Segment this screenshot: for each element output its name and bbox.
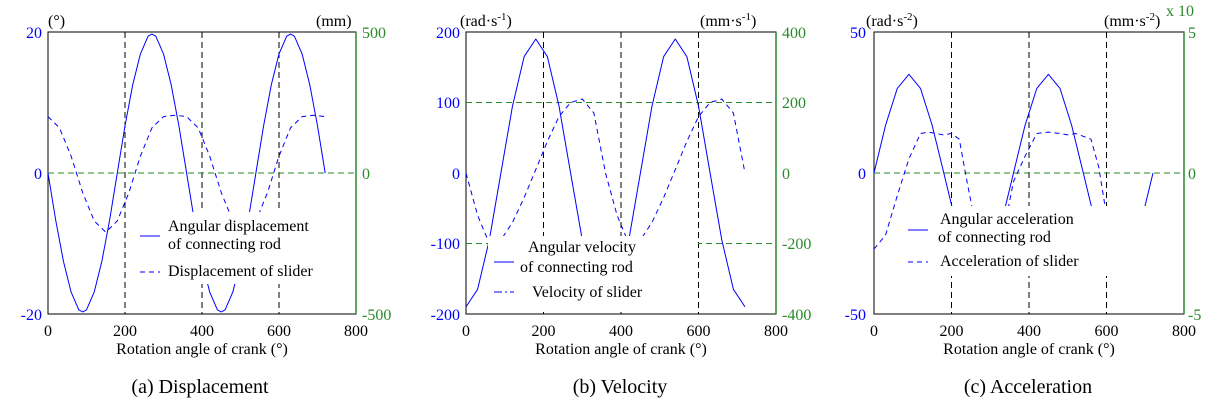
x-tick-label: 600 — [1095, 323, 1119, 340]
legend: Angular displacement of connecting rod D… — [126, 212, 350, 284]
series-line-slider — [874, 131, 1154, 273]
legend-entry-slider-velocity: Velocity of slider — [532, 284, 643, 301]
right-tick-label: -5 — [1188, 307, 1201, 324]
x-tick-label: 200 — [940, 323, 964, 340]
x-axis-label: Rotation angle of crank (°) — [116, 341, 288, 358]
x-tick-label: 800 — [344, 323, 368, 340]
series-line-connecting-rod — [48, 33, 326, 313]
legend: Angular acceleration of connecting rod A… — [902, 206, 1152, 276]
left-axis-unit: (rad·s-2) — [866, 11, 918, 30]
right-tick-label: 0 — [782, 166, 790, 183]
caption-b: (b) Velocity — [573, 376, 668, 398]
right-tick-label: 400 — [782, 25, 806, 42]
x-tick-label: 400 — [1017, 323, 1041, 340]
right-axis-multiplier: x 10 — [1166, 3, 1194, 20]
left-tick-label: -200 — [431, 307, 460, 324]
chart-displacement: (°) (mm) 20 0 -20 500 0 -500 0 200 400 6… — [21, 13, 392, 398]
chart-acceleration: (rad·s-2) (mm·s-2) x 10 50 0 -50 5 0 -5 … — [845, 3, 1202, 398]
caption-c: (c) Acceleration — [964, 376, 1092, 398]
x-axis-label: Rotation angle of crank (°) — [943, 341, 1115, 358]
x-tick-label: 600 — [687, 323, 711, 340]
x-tick-label: 0 — [462, 323, 470, 340]
x-tick-label: 200 — [113, 323, 137, 340]
legend-box — [488, 236, 698, 308]
series-line-slider — [466, 98, 746, 244]
left-tick-label: 0 — [858, 166, 866, 183]
x-tick-label: 200 — [532, 323, 556, 340]
right-axis-unit: (mm·s-1) — [700, 11, 756, 30]
right-tick-label: 200 — [782, 95, 806, 112]
left-tick-label: 100 — [436, 95, 460, 112]
right-tick-label: -400 — [782, 307, 811, 324]
x-tick-label: 0 — [44, 323, 52, 340]
legend: Angular velocity of connecting rod Veloc… — [488, 236, 698, 308]
left-axis-unit: (°) — [48, 13, 65, 30]
right-tick-label: 0 — [362, 166, 370, 183]
x-tick-label: 800 — [764, 323, 788, 340]
right-tick-label: 5 — [1188, 25, 1196, 42]
left-tick-label: 0 — [34, 166, 42, 183]
left-tick-label: 20 — [26, 25, 42, 42]
x-tick-label: 600 — [267, 323, 291, 340]
left-axis-unit: (rad·s-1) — [460, 11, 512, 30]
caption-a: (a) Displacement — [131, 376, 269, 398]
legend-entry-angular-acceleration: Angular acceleration of connecting rod — [938, 211, 1078, 246]
x-tick-label: 0 — [870, 323, 878, 340]
legend-entry-angular-velocity: Angular velocity of connecting rod — [520, 239, 640, 276]
left-tick-label: -50 — [845, 307, 866, 324]
x-tick-label: 400 — [190, 323, 214, 340]
legend-box — [902, 206, 1152, 276]
chart-velocity: (rad·s-1) (mm·s-1) 200 100 0 -100 -200 4… — [431, 11, 812, 398]
legend-entry-slider-acceleration: Acceleration of slider — [940, 253, 1079, 270]
legend-entry-slider-displacement: Displacement of slider — [168, 263, 314, 280]
left-tick-label: -20 — [21, 307, 42, 324]
right-tick-label: -500 — [362, 307, 391, 324]
left-tick-label: 50 — [850, 25, 866, 42]
left-tick-label: 200 — [436, 25, 460, 42]
legend-entry-angular-displacement: Angular displacement of connecting rod — [168, 218, 313, 253]
right-axis-unit: (mm) — [316, 13, 352, 30]
right-axis-unit: (mm·s-2) — [1104, 11, 1160, 30]
left-tick-label: 0 — [452, 166, 460, 183]
right-tick-label: 500 — [362, 25, 386, 42]
left-tick-label: -100 — [431, 236, 460, 253]
right-tick-label: -200 — [782, 236, 811, 253]
right-tick-label: 0 — [1188, 166, 1196, 183]
x-tick-label: 800 — [1172, 323, 1196, 340]
x-axis-label: Rotation angle of crank (°) — [535, 341, 707, 358]
x-tick-label: 400 — [609, 323, 633, 340]
legend-box — [126, 212, 350, 284]
